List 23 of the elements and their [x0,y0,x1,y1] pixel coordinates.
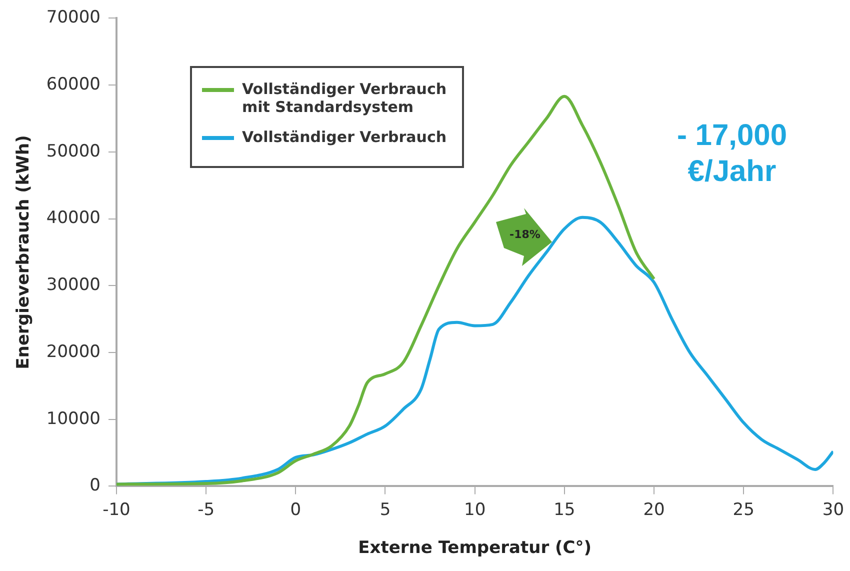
x-tick-label: 5 [380,500,391,520]
y-tick-label: 20000 [46,342,100,362]
y-axis-title: Energieverbrauch (kWh) [14,135,34,370]
x-tick-label: 0 [290,500,302,520]
y-tick-label: 50000 [46,141,100,162]
x-tick-label: 30 [822,500,844,520]
y-tick-label: 30000 [46,275,100,296]
x-tick-label: -10 [102,500,130,520]
y-tick-label: 40000 [46,208,100,228]
legend-label: Vollständiger Verbrauch [242,128,447,146]
x-tick-label: 25 [732,500,754,520]
y-tick-label: 10000 [46,408,100,429]
x-tick-label: 20 [643,500,665,520]
y-tick-label: 0 [90,476,100,496]
legend-label: Vollständiger Verbrauch mit Standardsystem [242,80,448,116]
x-tick-label: 15 [554,500,576,520]
x-tick-label: -5 [198,500,215,520]
y-tick-label: 60000 [46,74,100,94]
y-tick-label: 70000 [46,8,100,28]
x-axis-title: Externe Temperatur (C°) [358,538,592,558]
annotation: - 17,000 €/Jahr [676,118,788,190]
annotation: -18% [508,228,542,241]
x-tick-label: 10 [464,500,486,520]
